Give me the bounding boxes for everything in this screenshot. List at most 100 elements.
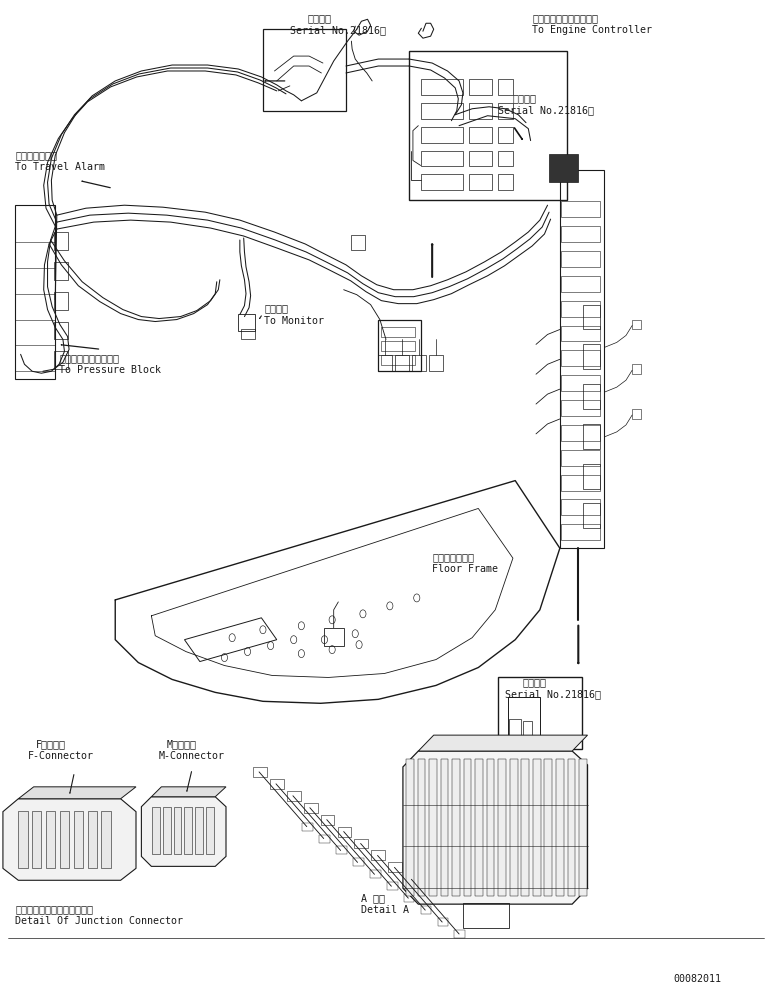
Bar — [320, 815, 334, 825]
Bar — [497, 174, 513, 190]
Bar — [409, 51, 567, 200]
Text: ジャンクションコネクタ詳細: ジャンクションコネクタ詳細 — [15, 904, 93, 914]
Text: Mコネクタ: Mコネクタ — [167, 739, 197, 749]
Bar — [583, 424, 600, 449]
Text: To Monitor: To Monitor — [265, 315, 324, 325]
Bar — [498, 759, 506, 896]
Bar — [353, 858, 364, 866]
Text: 適用号機: 適用号機 — [523, 677, 547, 687]
Bar — [583, 464, 600, 489]
Bar — [73, 811, 83, 868]
Text: To Travel Alarm: To Travel Alarm — [15, 163, 105, 172]
Text: Detail Of Junction Connector: Detail Of Junction Connector — [15, 916, 183, 926]
Text: モニタへ: モニタへ — [265, 303, 289, 314]
Bar — [421, 151, 463, 166]
Bar — [464, 759, 472, 896]
Bar — [351, 235, 365, 250]
Bar — [421, 906, 432, 914]
Bar — [583, 384, 600, 409]
Bar — [54, 351, 67, 369]
Bar — [561, 325, 600, 341]
Bar — [561, 499, 600, 515]
Bar — [370, 870, 381, 878]
Text: プレッシャブロックへ: プレッシャブロックへ — [59, 353, 119, 363]
Bar — [421, 79, 463, 95]
Bar — [561, 301, 600, 317]
Bar — [46, 811, 56, 868]
Bar — [354, 838, 368, 848]
Bar — [19, 811, 28, 868]
Bar — [381, 327, 415, 337]
Bar — [263, 29, 346, 111]
Bar — [337, 827, 351, 836]
Bar — [60, 811, 69, 868]
Bar — [404, 894, 415, 902]
Text: Serial No.21816～: Serial No.21816～ — [505, 689, 601, 699]
Bar — [303, 803, 317, 813]
Bar — [429, 355, 443, 371]
Bar — [632, 364, 642, 374]
Bar — [561, 226, 600, 242]
Bar — [412, 355, 426, 371]
Bar — [206, 807, 214, 854]
Bar — [381, 355, 415, 365]
Text: A 詳細: A 詳細 — [361, 893, 385, 903]
Text: Floor Frame: Floor Frame — [432, 564, 498, 574]
Polygon shape — [3, 799, 136, 880]
Bar — [561, 350, 600, 366]
Bar — [469, 151, 493, 166]
Bar — [371, 850, 385, 860]
Bar — [476, 759, 483, 896]
Text: 適用号機: 適用号機 — [307, 13, 331, 23]
Bar — [195, 807, 203, 854]
Bar — [163, 807, 171, 854]
Polygon shape — [403, 751, 587, 904]
Bar — [497, 127, 513, 143]
Bar — [567, 759, 575, 896]
Bar — [302, 823, 313, 831]
Text: 適用号機: 適用号機 — [513, 93, 537, 103]
Bar — [388, 862, 402, 872]
Bar — [510, 759, 517, 896]
Bar — [54, 321, 67, 339]
Bar — [152, 807, 160, 854]
Bar — [54, 232, 67, 250]
Bar — [319, 834, 330, 842]
Bar — [381, 341, 415, 351]
Bar — [387, 882, 398, 890]
Polygon shape — [418, 735, 587, 751]
Bar — [469, 103, 493, 119]
Text: To Pressure Block: To Pressure Block — [59, 365, 161, 375]
Bar — [239, 314, 256, 331]
Polygon shape — [19, 787, 136, 799]
Bar — [583, 305, 600, 329]
Text: Serial No.21816～: Serial No.21816～ — [497, 105, 594, 115]
Bar — [270, 779, 283, 789]
Bar — [497, 79, 513, 95]
Text: フロアフレーム: フロアフレーム — [432, 552, 474, 562]
Bar — [174, 807, 181, 854]
Bar — [54, 262, 67, 280]
Bar — [561, 475, 600, 491]
Text: 走行アラームへ: 走行アラームへ — [15, 151, 57, 161]
Bar — [509, 719, 521, 739]
Bar — [561, 201, 600, 217]
Bar — [560, 170, 604, 548]
Bar — [421, 127, 463, 143]
Bar — [487, 759, 494, 896]
Bar — [544, 759, 552, 896]
Bar — [521, 759, 529, 896]
Bar — [438, 918, 449, 926]
Bar — [405, 874, 419, 884]
Text: F-Connector: F-Connector — [29, 751, 94, 761]
Bar — [632, 320, 642, 329]
Bar — [421, 174, 463, 190]
Bar — [561, 251, 600, 267]
Bar — [32, 811, 42, 868]
Bar — [549, 155, 578, 182]
Bar — [497, 103, 513, 119]
Bar — [185, 807, 192, 854]
Bar — [87, 811, 96, 868]
Bar — [561, 375, 600, 391]
Bar — [561, 425, 600, 441]
